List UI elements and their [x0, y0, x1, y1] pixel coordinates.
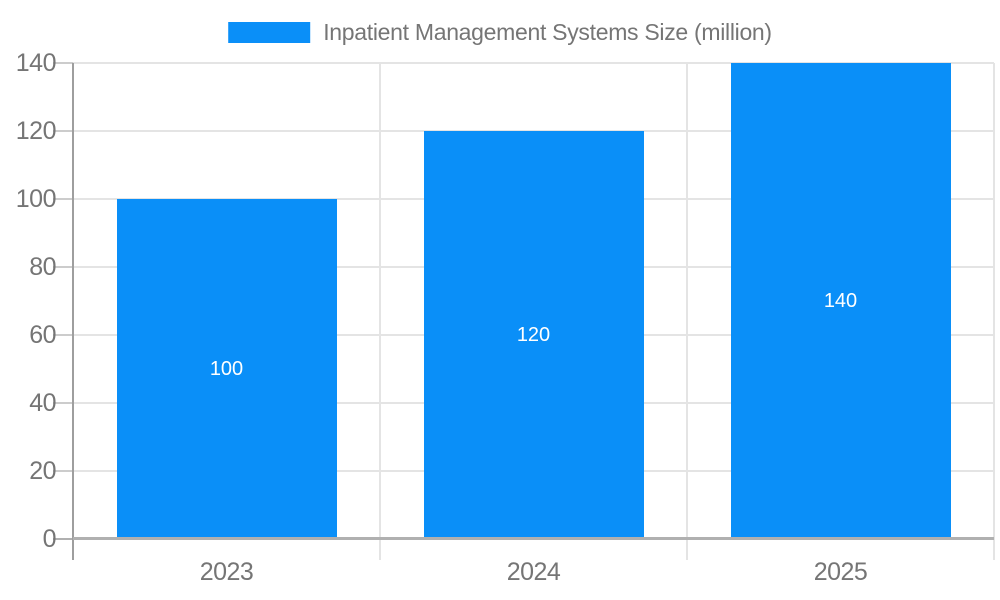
- y-axis-tick-label: 100: [15, 185, 57, 213]
- x-axis-label-2024: 2024: [506, 558, 561, 586]
- tick-mark-y-100: [53, 198, 73, 200]
- tick-mark-y-0: [53, 538, 73, 540]
- y-axis-tick-label: 120: [15, 117, 57, 145]
- tick-mark-y-40: [53, 402, 73, 404]
- bar-2025[interactable]: [730, 63, 951, 539]
- gridline-x-2: [686, 63, 688, 560]
- x-axis-label-2023: 2023: [199, 558, 254, 586]
- gridline-x-3: [993, 63, 995, 560]
- y-axis-line: [72, 63, 74, 560]
- tick-mark-y-80: [53, 266, 73, 268]
- y-axis-tick-label: 40: [29, 389, 56, 417]
- y-axis-tick-label: 0: [42, 525, 57, 553]
- bar-value-label: 100: [209, 357, 244, 380]
- legend-swatch-icon: [228, 22, 311, 43]
- tick-mark-y-140: [53, 62, 73, 64]
- x-axis-label-2025: 2025: [813, 558, 868, 586]
- tick-mark-y-120: [53, 130, 73, 132]
- legend[interactable]: Inpatient Management Systems Size (milli…: [228, 15, 772, 50]
- bar-value-label: 120: [516, 323, 551, 346]
- y-axis-tick-label: 140: [15, 49, 57, 77]
- y-axis-tick-label: 80: [29, 253, 56, 281]
- y-axis-tick-label: 20: [29, 457, 56, 485]
- tick-mark-y-20: [53, 470, 73, 472]
- tick-mark-y-60: [53, 334, 73, 336]
- bar-2024[interactable]: [423, 131, 644, 539]
- x-axis-line: [73, 537, 994, 540]
- gridline-x-1: [379, 63, 381, 560]
- bar-value-label: 140: [823, 289, 858, 312]
- y-axis-tick-label: 60: [29, 321, 56, 349]
- bar-2023[interactable]: [116, 199, 337, 539]
- gridline-y-140: [73, 62, 994, 64]
- legend-label: Inpatient Management Systems Size (milli…: [323, 19, 772, 45]
